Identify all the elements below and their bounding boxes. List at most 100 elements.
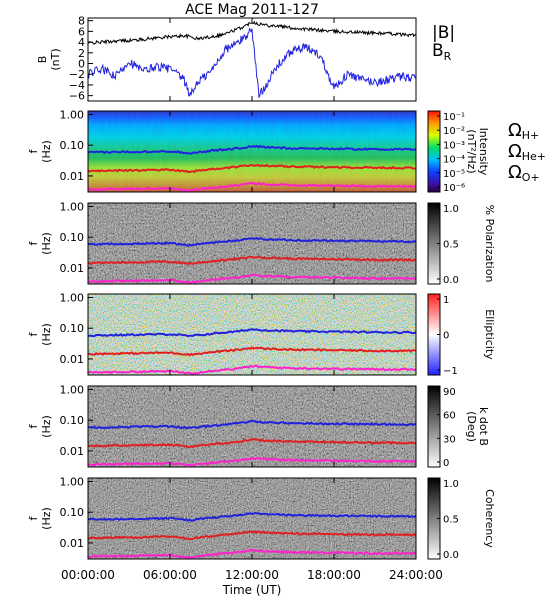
colorbar-scale: [427, 110, 441, 193]
y-tick-label: 1.00: [60, 292, 85, 305]
omega-o-line: [87, 273, 417, 284]
y-axis-unit: (Hz): [40, 323, 53, 346]
omega-h-line: [87, 328, 417, 338]
x-tick-label: 12:00:00: [225, 568, 279, 582]
figure-title: ACE Mag 2011-127: [185, 2, 319, 18]
omega-he-line: [87, 438, 417, 449]
legend-omega-o: ΩO+: [508, 162, 540, 184]
colorbar-tick-label: 90: [443, 387, 456, 398]
colorbar: 90 60 30 0 k dot B(Deg): [427, 385, 490, 469]
omega-o-line: [87, 364, 417, 375]
x-tick-label: 24:00:00: [389, 568, 443, 582]
y-axis-unit: (Hz): [40, 415, 53, 438]
legend-subscript: R: [444, 50, 452, 63]
y-axis-unit: (Hz): [40, 232, 53, 255]
y-axis-label: f: [27, 423, 40, 428]
colorbar-tick-label: −1: [443, 366, 458, 377]
y-tick-label: −4: [69, 79, 85, 92]
y-tick-label: 1.00: [60, 109, 85, 122]
panel-ellipticity: 1.00 0.10 0.01 f (Hz) 1 0 −1 Ellipticity: [27, 292, 496, 377]
omega-he-line: [87, 530, 417, 541]
colorbar-tick-label: 1.0: [443, 479, 459, 490]
omega-he-line: [87, 255, 417, 266]
heatmap: [88, 294, 416, 375]
colorbar-tick-label: 0.0: [443, 275, 459, 286]
colorbar-tick-label: 10⁻³: [443, 140, 465, 151]
y-tick-label: 0.01: [60, 537, 85, 550]
y-axis-label: f: [27, 515, 40, 520]
colorbar-tick-label: 10⁻⁴: [443, 155, 465, 166]
y-tick-label: 0.10: [60, 322, 85, 335]
panel-kdotb: 1.00 0.10 0.01 f (Hz) 90 60 30 0 k dot B(Deg): [27, 384, 490, 469]
y-tick-label: 0.10: [60, 231, 85, 244]
colorbar-tick-label: 0: [443, 458, 449, 469]
y-tick-label: 0.10: [60, 506, 85, 519]
omega-o-line: [87, 548, 417, 559]
colorbar-tick-label: 0.5: [443, 515, 459, 526]
colorbar-tick-label: 10⁻¹: [443, 112, 465, 123]
colorbar-tick-label: 1.0: [443, 204, 459, 215]
colorbar-title: % Polarization: [483, 205, 496, 283]
panel-intensity: 1.000.100.01f (Hz)10⁻¹10⁻²10⁻³10⁻⁴10⁻⁵10⁻…: [27, 109, 546, 194]
x-axis-label: Time (UT): [222, 583, 282, 597]
y-tick-label: −2: [69, 68, 85, 81]
omega-h-line: [87, 511, 417, 522]
colorbar-tick-label: 0.0: [443, 550, 459, 561]
colorbar-title: Coherency: [483, 489, 496, 548]
colorbar-tick-label: 10⁻²: [443, 126, 465, 137]
y-tick-label: 1.00: [60, 384, 85, 397]
legend-omega-he: ΩHe+: [508, 141, 546, 163]
colorbar-tick-label: 0: [443, 331, 449, 342]
colorbar-title: k dot B: [477, 407, 490, 446]
y-tick-label: 2: [78, 47, 85, 60]
colorbar: 1 0 −1 Ellipticity: [427, 293, 496, 377]
y-axis-label: f: [27, 240, 40, 245]
y-axis-label: f: [27, 148, 40, 153]
legend-b-r: BR: [432, 41, 452, 63]
colorbar-unit: (nT²/Hz): [465, 129, 478, 173]
colorbar-tick-label: 0.5: [443, 240, 459, 251]
y-axis-label: B: [36, 56, 49, 64]
colorbar-title: Intensity: [477, 128, 490, 176]
omega-h-line: [87, 419, 417, 430]
y-axis-unit: (Hz): [40, 507, 53, 530]
colorbar: 1.0 0.5 0.0 % Polarization: [427, 202, 496, 286]
colorbar-tick-label: 1: [443, 295, 449, 306]
colorbar-tick-label: 60: [443, 411, 456, 422]
omega-o-line: [87, 456, 417, 467]
y-tick-label: 0.01: [60, 445, 85, 458]
x-axis: 00:00:00 06:00:00 12:00:00 18:00:00 24:0…: [61, 568, 443, 597]
panel-coherency: 1.00 0.10 0.01 f (Hz) 1.0 0.5 0.0 Coherency: [27, 476, 496, 561]
y-tick-label: 6: [78, 25, 85, 38]
y-axis-unit: (nT): [49, 48, 62, 70]
y-axis-unit: (Hz): [40, 140, 53, 163]
x-tick-label: 00:00:00: [61, 568, 115, 582]
y-tick-label: 0.01: [60, 262, 85, 275]
x-tick-label: 06:00:00: [143, 568, 197, 582]
panel-polarization: 1.00 0.10 0.01 f (Hz) 1.0 0.5 0.0 % Polarization: [27, 201, 496, 286]
legend-subscript: O+: [522, 171, 540, 184]
colorbar-tick-label: 30: [443, 434, 456, 445]
y-tick-label: 4: [78, 36, 85, 49]
colorbar: 1.0 0.5 0.0 Coherency: [427, 477, 496, 561]
y-tick-label: 8: [78, 15, 85, 28]
omega-o-line: [87, 181, 417, 192]
series-line-b-r: [87, 27, 417, 99]
colorbar-tick-label: 10⁻⁶: [443, 183, 465, 194]
legend-b-magnitude: |B|: [432, 23, 455, 43]
colorbar-scale: [427, 385, 441, 468]
colorbar-tick-label: 10⁻⁵: [443, 169, 465, 180]
y-tick-label: 0: [78, 58, 85, 71]
x-tick-label: 18:00:00: [307, 568, 361, 582]
y-tick-label: 0.01: [60, 353, 85, 366]
omega-h-line: [87, 144, 417, 155]
y-tick-label: 0.10: [60, 414, 85, 427]
y-axis-label: f: [27, 331, 40, 336]
y-tick-label: 1.00: [60, 476, 85, 489]
y-tick-label: 0.01: [60, 170, 85, 183]
colorbar-unit: (Deg): [465, 411, 478, 442]
legend-subscript: He+: [522, 150, 546, 163]
